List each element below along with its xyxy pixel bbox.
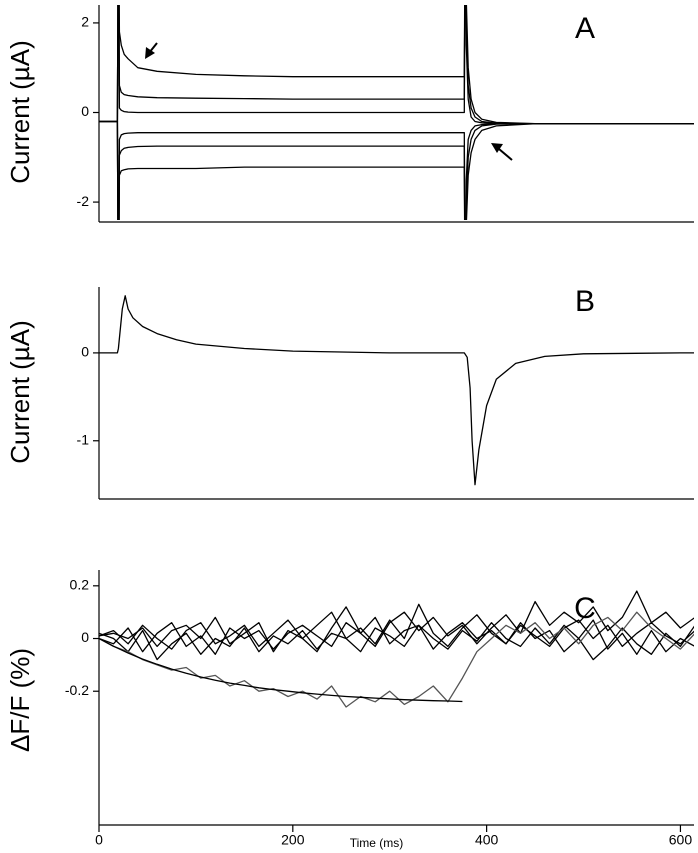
- x-tick-label: 400: [475, 832, 499, 848]
- trace: [99, 120, 694, 220]
- trace: [99, 619, 694, 661]
- panel-label: C: [574, 592, 596, 625]
- panel-label: A: [575, 12, 595, 45]
- plot-area: [99, 295, 694, 486]
- trace: [99, 295, 694, 486]
- trace: [99, 590, 694, 653]
- trace: [99, 5, 694, 125]
- plot-area: [99, 5, 694, 220]
- arrow-head: [491, 143, 503, 153]
- y-tick-label: 2: [81, 14, 89, 30]
- trace: [99, 616, 694, 655]
- arrow: [498, 148, 513, 161]
- y-axis-label: ΔF/F (%): [5, 648, 35, 752]
- trace: [99, 637, 463, 703]
- x-tick-label: 200: [281, 832, 305, 848]
- x-axis-label: Time (ms): [350, 836, 404, 850]
- arrow-head: [145, 47, 155, 59]
- y-tick-label: 0: [81, 344, 89, 360]
- annotation-arrows: [145, 42, 513, 161]
- x-tick-label: 600: [669, 832, 693, 848]
- trace: [99, 120, 694, 220]
- y-tick-label: -2: [77, 193, 90, 209]
- plot-area: [99, 590, 694, 708]
- trace: [99, 120, 694, 220]
- y-tick-label: 0: [81, 629, 89, 645]
- y-axis-label: Current (µA): [5, 320, 35, 464]
- trace: [99, 603, 694, 661]
- y-tick-label: 0: [81, 103, 89, 119]
- y-tick-label: 0.2: [70, 577, 90, 593]
- panel-label: B: [575, 285, 595, 318]
- trace: [99, 5, 694, 125]
- x-tick-label: 0: [95, 832, 103, 848]
- y-tick-label: -1: [77, 431, 90, 447]
- y-axis-label: Current (µA): [5, 40, 35, 184]
- trace: [99, 5, 694, 125]
- y-tick-label: -0.2: [65, 682, 89, 698]
